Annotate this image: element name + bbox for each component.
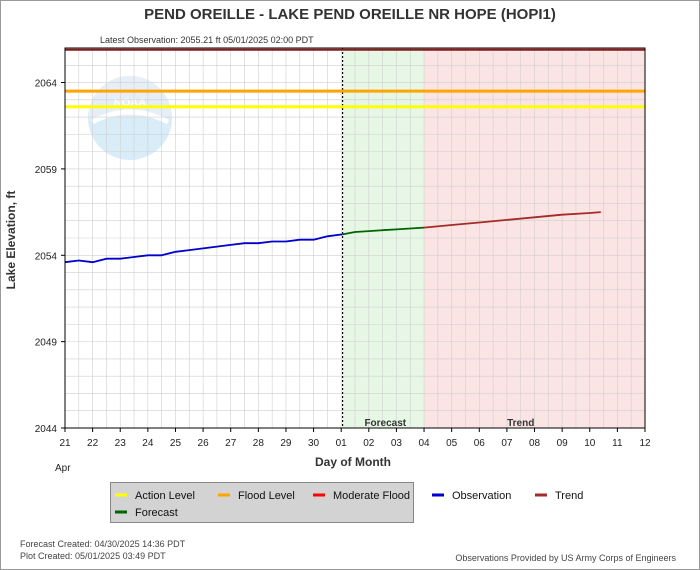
x-tick-label: 24 [142,438,154,449]
band-label-forecast: Forecast [364,418,406,429]
series-forecast [342,226,425,236]
legend-label-moderate-flood: Moderate Flood [333,490,410,502]
band-label-trend: Trend [507,418,534,429]
legend-box [110,482,414,523]
legend-label-action-level: Action Level [135,490,195,502]
x-tick-label: 27 [225,438,237,449]
x-tick-label: 09 [557,438,569,449]
x-tick-label: 29 [280,438,292,449]
x-tick-label: 12 [639,438,651,449]
x-tick-label: 03 [391,438,403,449]
legend-label-observation: Observation [452,490,511,502]
series-observation [64,233,343,264]
x-tick-label: 07 [501,438,513,449]
month-label: Apr [55,463,71,474]
x-tick-label: 01 [336,438,348,449]
legend: Action Level Flood Level Moderate Flood Obs… [110,482,583,523]
provided-by: Observations Provided by US Army Corps o… [455,553,676,563]
x-tick-label: 26 [198,438,210,449]
y-tick-label: 2044 [35,424,58,435]
x-tick-label: 05 [446,438,458,449]
x-tick-label: 28 [253,438,265,449]
y-tick-label: 2049 [35,338,58,349]
x-tick-label: 08 [529,438,541,449]
x-tick-label: 04 [418,438,430,449]
plot-border [64,47,646,429]
noaa-logo-wave [90,109,170,125]
latest-observation: Latest Observation: 2055.21 ft 05/01/202… [100,35,314,45]
chart-title: PEND OREILLE - LAKE PEND OREILLE NR HOPE… [144,6,556,23]
x-tick-label: 23 [115,438,127,449]
y-tick-label: 2059 [35,165,58,176]
y-axis-label: Lake Elevation, ft [4,191,18,290]
x-tick-label: 11 [612,438,623,449]
legend-label-trend: Trend [555,490,583,502]
legend-label-flood-level: Flood Level [238,490,295,502]
plot-created: Plot Created: 05/01/2025 03:49 PDT [20,551,166,561]
x-tick-label: 02 [363,438,375,449]
legend-label-forecast: Forecast [135,507,178,519]
x-tick-label: 25 [170,438,182,449]
x-tick-label: 06 [474,438,486,449]
x-tick-label: 21 [59,438,71,449]
forecast-created: Forecast Created: 04/30/2025 14:36 PDT [20,539,186,549]
series-trend [423,211,601,229]
x-tick-label: 10 [584,438,596,449]
x-tick-label: 30 [308,438,320,449]
y-tick-label: 2054 [35,251,58,262]
x-axis-label: Day of Month [315,455,391,469]
x-tick-label: 22 [87,438,99,449]
y-tick-label: 2064 [35,79,58,90]
